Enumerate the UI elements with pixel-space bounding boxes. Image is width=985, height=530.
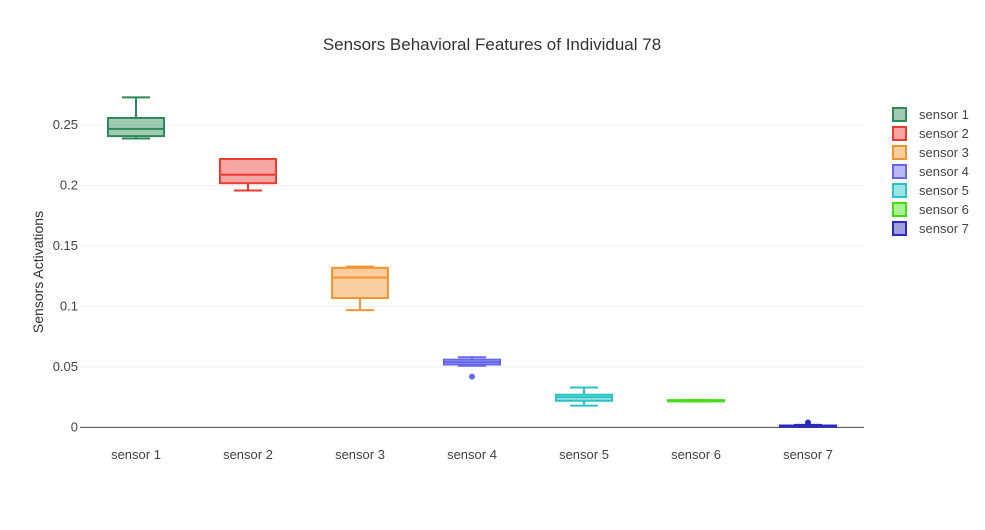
y-axis-ticks: 0 0.05 0.1 0.15 0.2 0.25: [53, 117, 78, 434]
legend-swatch: [892, 107, 907, 122]
legend-item-sensor-3[interactable]: sensor 3: [892, 145, 969, 160]
legend-item-sensor-1[interactable]: sensor 1: [892, 107, 969, 122]
x-tick-label: sensor 7: [783, 447, 833, 462]
legend-label: sensor 3: [919, 145, 969, 160]
legend-swatch: [892, 183, 907, 198]
y-axis-title: Sensors Activations: [30, 211, 46, 333]
legend-swatch: [892, 221, 907, 236]
outlier-point[interactable]: [805, 419, 811, 426]
legend-swatch: [892, 145, 907, 160]
box-sensor-3[interactable]: [331, 265, 389, 312]
legend-item-sensor-7[interactable]: sensor 7: [892, 221, 969, 236]
y-tick-label: 0.25: [53, 117, 78, 132]
legend-label: sensor 4: [919, 164, 969, 179]
box-sensor-5[interactable]: [555, 386, 613, 407]
box-sensor-1[interactable]: [107, 96, 165, 140]
legend-item-sensor-4[interactable]: sensor 4: [892, 164, 969, 179]
x-tick-label: sensor 6: [671, 447, 721, 462]
outlier-point[interactable]: [469, 373, 475, 380]
box-sensor-7[interactable]: [779, 419, 837, 428]
x-tick-label: sensor 3: [335, 447, 385, 462]
x-tick-label: sensor 1: [111, 447, 161, 462]
legend-swatch: [892, 202, 907, 217]
x-tick-label: sensor 2: [223, 447, 273, 462]
legend-label: sensor 7: [919, 221, 969, 236]
box-sensor-2[interactable]: [219, 158, 277, 192]
box-sensor-4[interactable]: [443, 356, 501, 380]
x-tick-label: sensor 4: [447, 447, 497, 462]
gridlines: [80, 124, 864, 428]
y-tick-label: 0.05: [53, 359, 78, 374]
box-series: [107, 96, 837, 428]
legend[interactable]: sensor 1 sensor 2 sensor 3 sensor 4 sensor 5…: [892, 107, 969, 236]
legend-label: sensor 6: [919, 202, 969, 217]
y-tick-label: 0.2: [60, 178, 78, 193]
box-sensor-6[interactable]: [667, 399, 725, 403]
legend-label: sensor 2: [919, 126, 969, 141]
box-iqr[interactable]: [107, 116, 165, 138]
y-tick-label: 0.1: [60, 298, 78, 313]
legend-item-sensor-5[interactable]: sensor 5: [892, 183, 969, 198]
legend-item-sensor-6[interactable]: sensor 6: [892, 202, 969, 217]
legend-label: sensor 1: [919, 107, 969, 122]
legend-label: sensor 5: [919, 183, 969, 198]
y-tick-label: 0.15: [53, 238, 78, 253]
legend-swatch: [892, 164, 907, 179]
box-iqr[interactable]: [331, 266, 389, 300]
y-tick-label: 0: [71, 419, 78, 434]
legend-swatch: [892, 126, 907, 141]
legend-item-sensor-2[interactable]: sensor 2: [892, 126, 969, 141]
x-axis-ticks: sensor 1 sensor 2 sensor 3 sensor 4 sensor 5…: [111, 447, 833, 462]
x-tick-label: sensor 5: [559, 447, 609, 462]
box-iqr[interactable]: [219, 158, 277, 185]
chart-title: Sensors Behavioral Features of Individua…: [323, 35, 661, 54]
